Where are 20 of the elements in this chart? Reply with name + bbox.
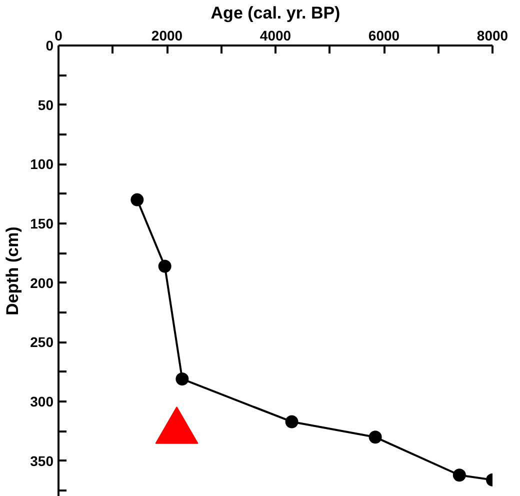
y-tick-label: 300 — [30, 394, 54, 410]
point — [368, 430, 382, 444]
y-tick-label: 250 — [30, 334, 54, 350]
x-axis-title: Age (cal. yr. BP) — [210, 4, 340, 22]
y-tick-label: 0 — [46, 38, 54, 54]
y-tick-label: 50 — [38, 96, 54, 113]
y-axis-title: Depth (cm) — [3, 226, 22, 316]
x-tick-label: 2000 — [151, 28, 183, 44]
point — [158, 260, 172, 273]
point — [176, 372, 189, 386]
point — [452, 468, 466, 482]
x-tick-label: 4000 — [260, 28, 292, 44]
y-tick-label: 150 — [30, 216, 54, 232]
point — [130, 193, 144, 206]
point — [285, 415, 298, 428]
y-tick-label: 350 — [30, 452, 54, 469]
y-tick-label: 100 — [30, 156, 54, 172]
x-tick-label: 6000 — [368, 28, 400, 44]
y-tick-label: 200 — [30, 274, 54, 291]
x-tick-label: 8000 — [476, 28, 508, 44]
